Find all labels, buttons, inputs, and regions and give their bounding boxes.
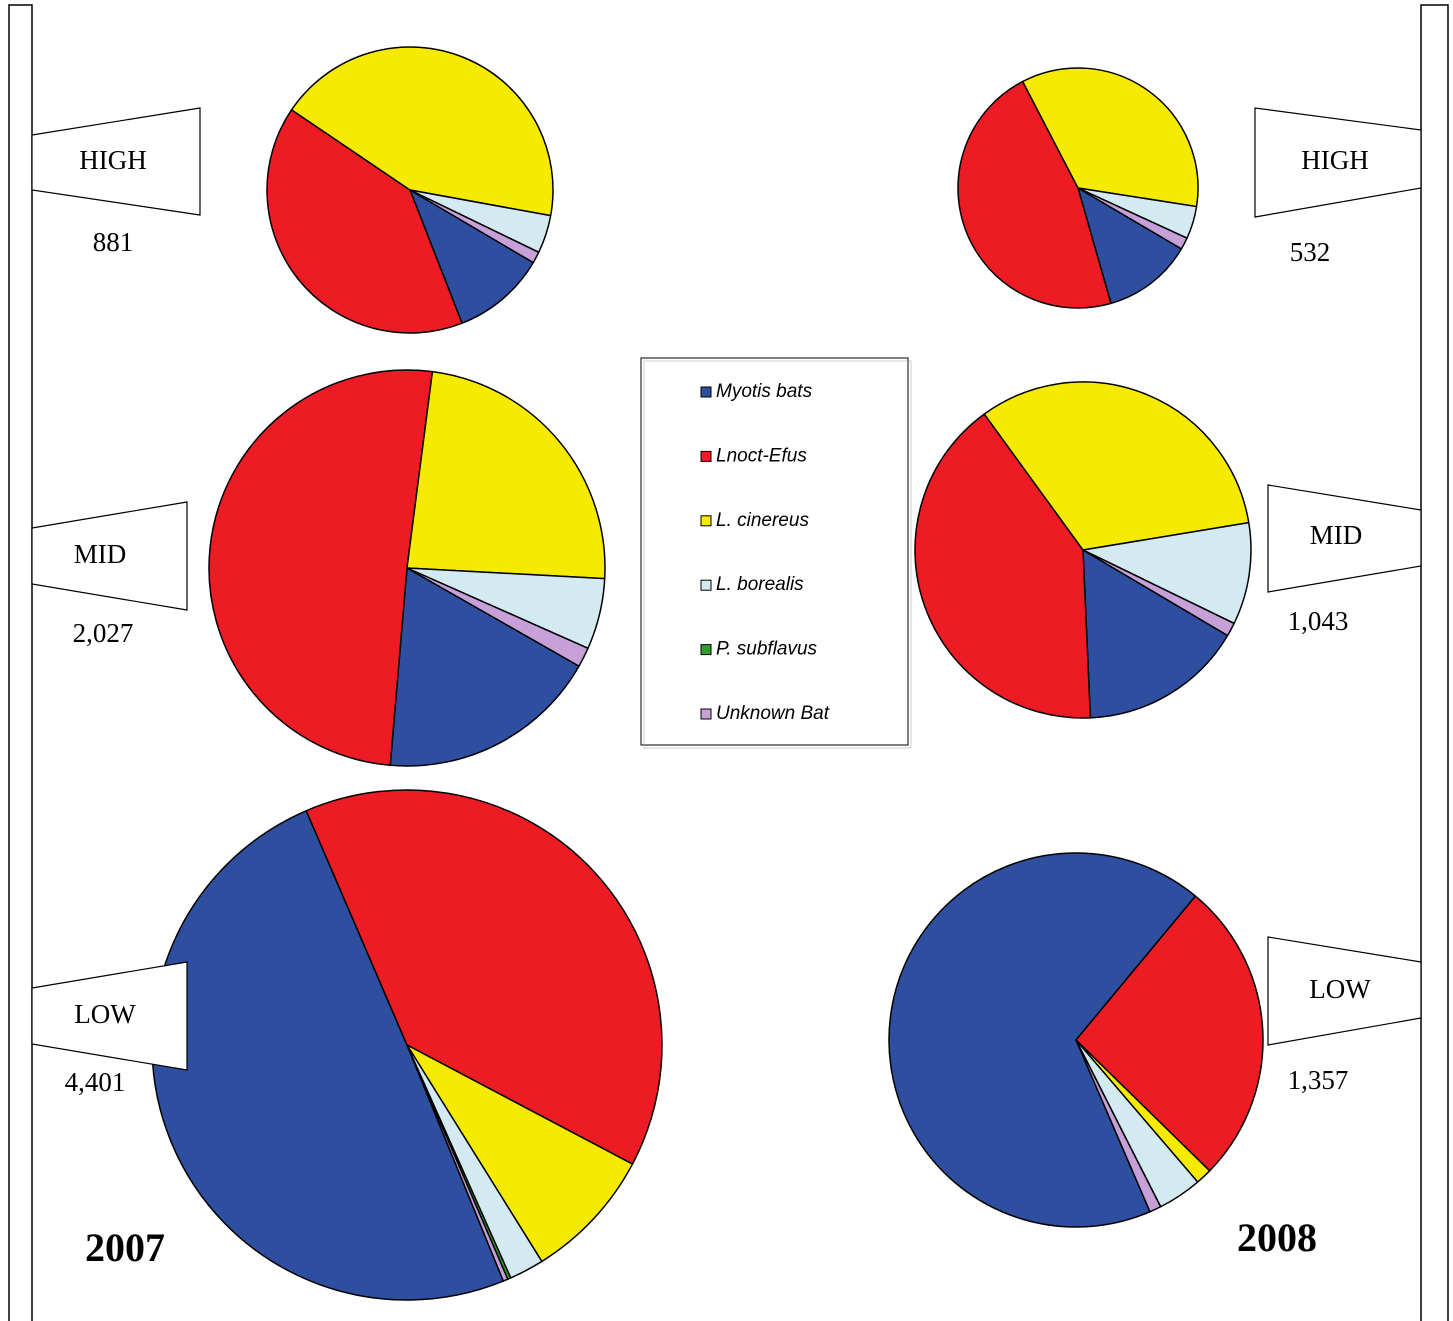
legend-label: Myotis bats: [716, 381, 813, 402]
pie-slice: [290, 46, 554, 217]
year-label: 2007: [85, 1225, 165, 1270]
pie-slice: [1082, 549, 1235, 637]
pie: [957, 67, 1199, 309]
pie-slice: [406, 1044, 634, 1263]
pie-slice: [305, 789, 663, 1165]
pie: [914, 381, 1252, 719]
total-count: 532: [1290, 237, 1331, 267]
level-label: MID: [1310, 520, 1363, 550]
total-count: 4,401: [65, 1067, 126, 1097]
pie-slice: [1077, 187, 1188, 250]
legend-label: Lnoct-Efus: [716, 445, 807, 466]
pie-slice: [406, 567, 589, 667]
legend-shadow: [643, 360, 912, 749]
pie: [208, 369, 606, 767]
legend-label: Unknown Bat: [716, 703, 830, 724]
level-tab: [1267, 936, 1422, 1046]
pie-slice: [151, 810, 505, 1301]
pie-slice: [409, 189, 534, 324]
pie-slice: [1075, 1039, 1162, 1213]
total-count: 1,357: [1288, 1065, 1349, 1095]
total-count: 1,043: [1288, 606, 1349, 636]
pie-slice: [1082, 549, 1229, 719]
level-tab: [1267, 484, 1422, 593]
pie-slice: [914, 413, 1092, 719]
pie-slice: [208, 369, 434, 767]
level-label: LOW: [74, 999, 136, 1029]
pie-slice: [409, 189, 540, 264]
frame: [8, 4, 1449, 1321]
total-count: 881: [93, 227, 134, 257]
level-label: LOW: [1309, 974, 1371, 1004]
level-label: MID: [74, 539, 127, 569]
left-bar: [8, 4, 33, 1321]
level-label: HIGH: [79, 145, 147, 175]
level-tab: [31, 107, 201, 216]
legend-label: L. cinereus: [716, 510, 809, 531]
pie-slice: [983, 381, 1250, 551]
pie-slice: [389, 567, 580, 767]
legend-swatch: [700, 386, 712, 398]
pie: [888, 852, 1264, 1228]
pie-slice: [888, 852, 1197, 1228]
level-tab: [31, 961, 188, 1071]
level-tab: [1254, 107, 1422, 218]
level-label: HIGH: [1301, 145, 1369, 175]
pie-slice: [406, 1044, 509, 1282]
legend-label: P. subflavus: [716, 639, 818, 660]
pie-slice: [1077, 187, 1183, 305]
legend-swatch: [700, 515, 712, 527]
legend-label: L. borealis: [716, 574, 804, 595]
pie: [151, 789, 663, 1301]
year-label: 2008: [1237, 1215, 1317, 1260]
pie-slice: [1075, 895, 1264, 1172]
pie-slice: [957, 80, 1112, 309]
legend-swatch: [700, 579, 712, 591]
level-tab: [31, 501, 188, 611]
pie-slice: [266, 109, 463, 334]
legend-swatch: [700, 450, 712, 462]
pie-slice: [1021, 67, 1199, 208]
legend-swatch: [700, 644, 712, 656]
pie: [266, 46, 554, 334]
total-count: 2,027: [73, 618, 134, 648]
pie-slice: [406, 370, 606, 580]
pie-slice: [1082, 521, 1252, 625]
right-bar: [1420, 4, 1449, 1321]
legend-swatch: [700, 708, 712, 720]
legend-box: [640, 357, 909, 746]
